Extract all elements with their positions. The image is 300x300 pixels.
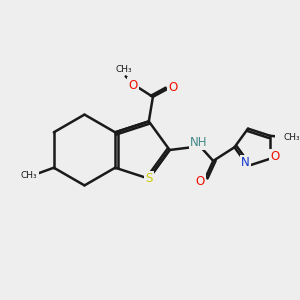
- Text: O: O: [196, 175, 205, 188]
- Text: CH₃: CH₃: [21, 171, 38, 180]
- Text: O: O: [168, 81, 177, 94]
- Text: O: O: [128, 79, 138, 92]
- Text: N: N: [241, 156, 250, 169]
- Text: CH₃: CH₃: [284, 133, 300, 142]
- Text: S: S: [145, 172, 152, 185]
- Text: CH₃: CH₃: [116, 65, 133, 74]
- Text: NH: NH: [190, 136, 208, 149]
- Text: O: O: [270, 150, 280, 163]
